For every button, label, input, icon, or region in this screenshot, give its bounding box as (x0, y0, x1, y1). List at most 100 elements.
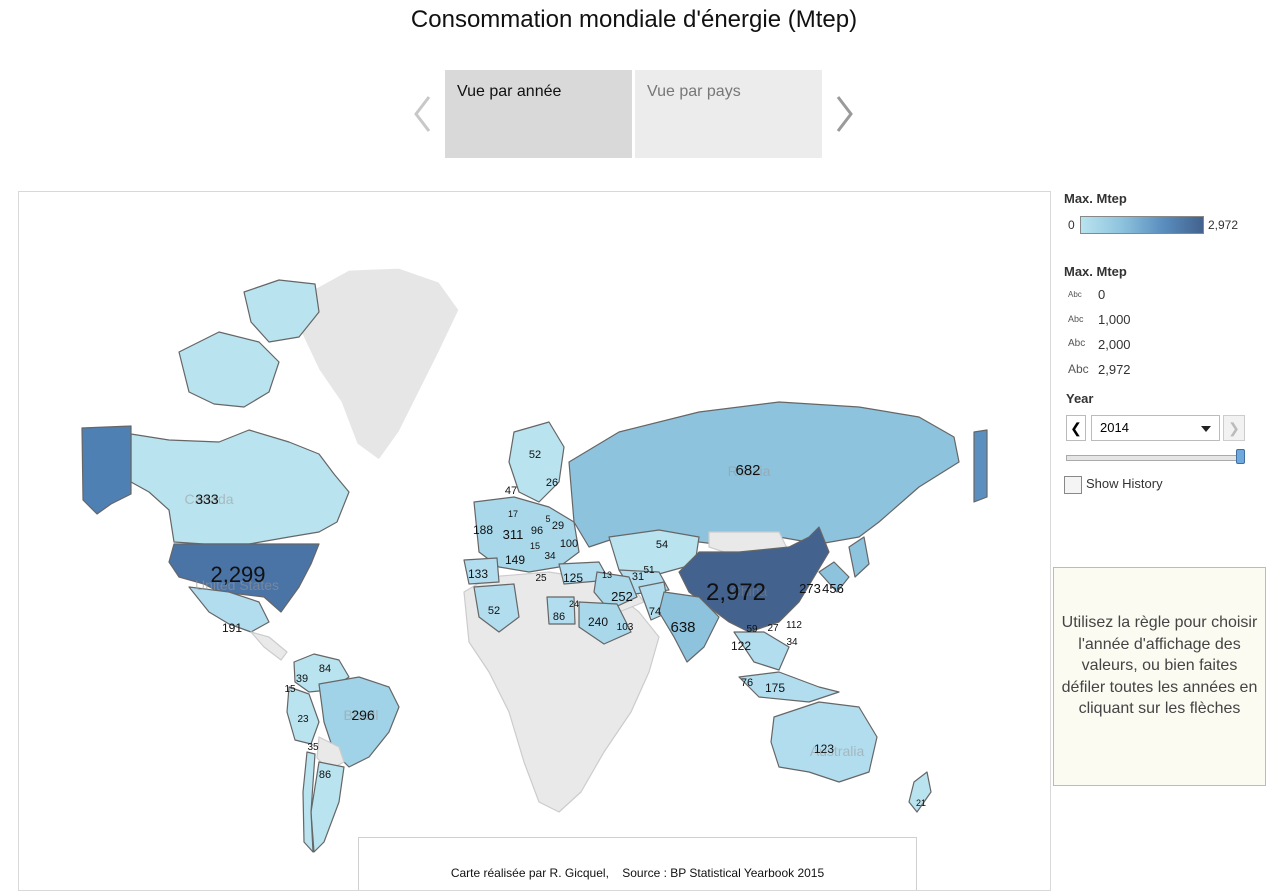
value-brazil: 296 (351, 707, 375, 723)
year-next-button[interactable]: ❯ (1223, 415, 1245, 441)
value-china: 2,972 (706, 579, 766, 606)
brazil[interactable] (318, 676, 400, 768)
country-name-us: United States (195, 577, 279, 593)
value-india: 638 (670, 619, 695, 636)
canada-arctic[interactable] (243, 279, 320, 343)
alaska[interactable] (81, 425, 132, 515)
value-egypt: 86 (553, 611, 565, 623)
size-legend-item: Abc 2,000 (1068, 337, 1188, 355)
value-greece: 25 (535, 573, 547, 584)
algeria[interactable] (473, 583, 520, 633)
value-bangladesh: 59 (746, 624, 758, 635)
size-legend-title: Max. Mtep (1064, 264, 1127, 279)
value-ecuador: 15 (284, 684, 296, 695)
year-slider-handle[interactable] (1236, 449, 1245, 464)
country-name-brazil: Brazil (343, 707, 378, 723)
united-states[interactable] (168, 543, 320, 613)
value-finland: 26 (546, 477, 558, 489)
credit-text: Carte réalisée par R. Gicquel, Source : … (450, 866, 825, 880)
value-italy: 149 (505, 553, 525, 567)
size-legend-glyph: Abc (1068, 314, 1084, 324)
canada[interactable] (130, 429, 350, 545)
value-indonesia: 175 (765, 681, 785, 695)
value-korea: 456 (822, 581, 844, 596)
value-iran: 252 (611, 589, 633, 604)
southeast-asia[interactable] (733, 631, 790, 671)
year-selected-value: 2014 (1100, 420, 1129, 435)
value-colombia: 39 (296, 673, 308, 685)
year-filter-label: Year (1066, 391, 1094, 406)
india[interactable] (658, 591, 720, 663)
value-ukraine: 100 (560, 538, 578, 550)
size-legend-value: 2,000 (1098, 337, 1131, 352)
value-uzbekistan: 31 (632, 571, 644, 583)
value-pakistan: 74 (649, 606, 661, 618)
help-text: Utilisez la règle pour choisir l'année d… (1061, 614, 1258, 717)
color-legend-title: Max. Mtep (1064, 191, 1127, 206)
greenland (300, 267, 460, 461)
value-saudi-arabia: 240 (588, 615, 608, 629)
size-legend-glyph: Abc (1068, 362, 1089, 376)
canada-islands[interactable] (178, 331, 280, 408)
new-zealand[interactable] (908, 771, 932, 813)
value-peru: 23 (297, 714, 309, 725)
year-prev-button[interactable]: ❮ (1066, 415, 1086, 441)
size-legend-value: 2,972 (1098, 362, 1131, 377)
color-legend-min: 0 (1068, 218, 1075, 232)
size-legend-item: Abc 2,972 (1068, 362, 1188, 380)
value-venezuela: 84 (319, 663, 331, 675)
country-name-russia: Russia (728, 463, 771, 479)
value-kazakhstan: 54 (656, 539, 668, 551)
show-history-checkbox[interactable] (1064, 476, 1082, 494)
japan[interactable] (848, 536, 870, 578)
ecuador-peru[interactable] (286, 686, 320, 745)
story-next-button[interactable] (832, 94, 856, 134)
year-dropdown[interactable]: 2014 (1091, 415, 1220, 441)
korea-japan[interactable] (818, 561, 850, 593)
indonesia[interactable] (738, 671, 840, 703)
value-thailand: 122 (731, 639, 751, 653)
value-spain: 133 (468, 567, 488, 581)
australia[interactable] (770, 701, 878, 783)
tab-vue-par-annee[interactable]: Vue par année (445, 70, 632, 158)
value-philippines: 34 (786, 637, 798, 648)
help-note: Utilisez la règle pour choisir l'année d… (1053, 567, 1266, 786)
value-algeria: 52 (488, 605, 500, 617)
color-legend-gradient (1080, 216, 1204, 234)
value-norway: 52 (529, 449, 541, 461)
value-canada: 333 (195, 491, 219, 507)
size-legend-glyph: Abc (1068, 290, 1082, 299)
chile[interactable] (302, 751, 316, 853)
value-united-states: 2,299 (210, 562, 265, 587)
mexico[interactable] (188, 586, 270, 633)
story-prev-button[interactable] (411, 94, 435, 134)
year-slider[interactable] (1066, 455, 1244, 461)
egypt[interactable] (546, 596, 576, 625)
world-map[interactable]: Canada United States Brazil Russia Austr… (18, 191, 1051, 891)
value-sweden: 47 (505, 485, 517, 497)
size-legend-glyph: Abc (1068, 338, 1086, 349)
size-legend-value: 0 (1098, 287, 1106, 302)
value-new-zealand: 21 (916, 798, 926, 808)
tab-vue-par-pays[interactable]: Vue par pays (635, 70, 822, 158)
value-vietnam: 27 (767, 623, 779, 634)
value-chile: 35 (307, 742, 319, 753)
value-israel: 24 (569, 599, 579, 609)
size-legend-item: Abc 1,000 (1068, 312, 1188, 330)
value-mexico: 191 (222, 621, 242, 635)
value-malaysia: 76 (741, 677, 753, 689)
europe-north[interactable] (508, 421, 565, 503)
value-argentina: 86 (319, 769, 331, 781)
value-azerbaijan: 13 (602, 570, 612, 580)
spain[interactable] (463, 557, 500, 585)
saudi-arabia[interactable] (578, 601, 632, 645)
credit-box: Carte réalisée par R. Gicquel, Source : … (358, 837, 917, 890)
value-poland: 96 (531, 525, 543, 537)
kamchatka[interactable] (973, 429, 988, 503)
chevron-down-icon (1201, 426, 1211, 432)
iran[interactable] (593, 571, 638, 611)
value-australia: 123 (814, 742, 834, 756)
value-czechia: 15 (530, 541, 540, 551)
value-turkey: 125 (563, 571, 583, 585)
page-title: Consommation mondiale d'énergie (Mtep) (410, 6, 858, 33)
